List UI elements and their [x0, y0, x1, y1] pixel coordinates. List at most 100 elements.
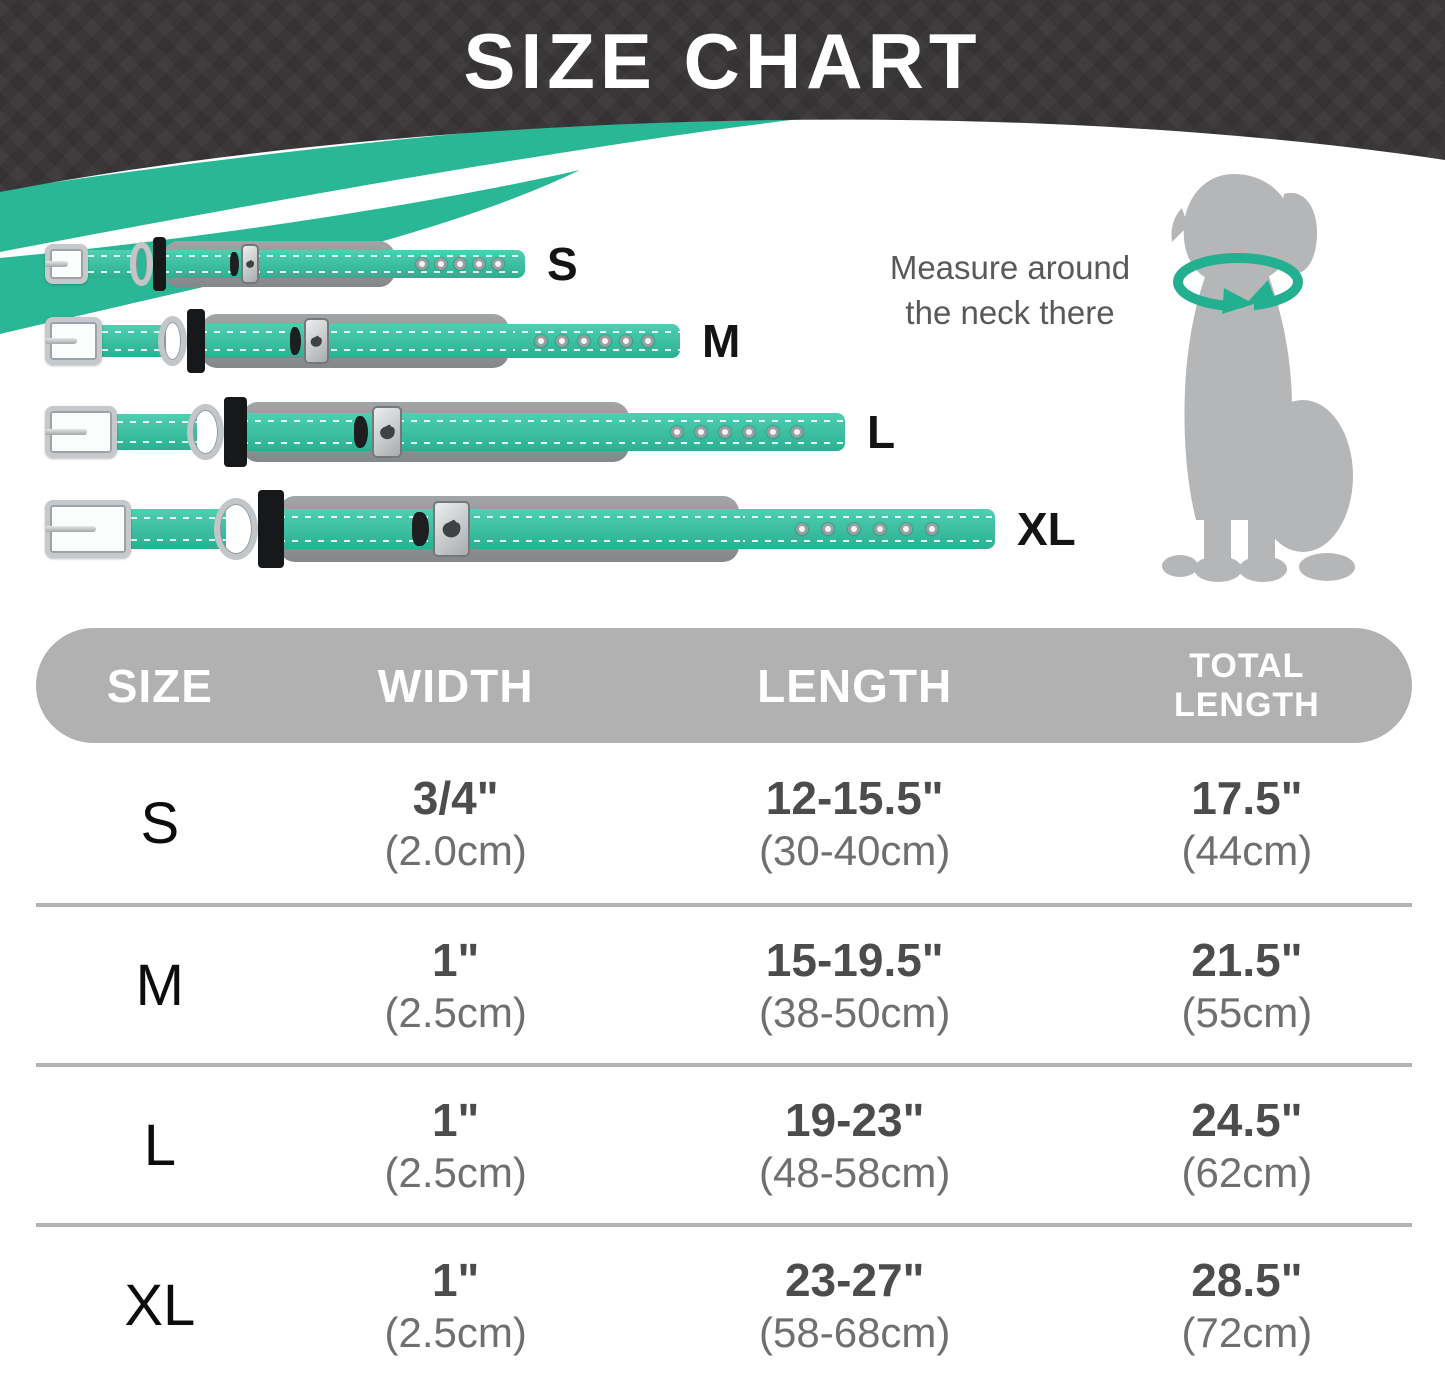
collar-visual-row-m: M [45, 309, 741, 373]
keeper-band [224, 396, 247, 468]
cell-width: 1" (2.5cm) [384, 1254, 527, 1356]
logo-plate-icon [240, 244, 260, 284]
cell-length: 15-19.5" (38-50cm) [759, 934, 951, 1036]
d-ring-icon [187, 403, 225, 461]
eyelet-icon [435, 257, 448, 270]
eyelet-icon [790, 426, 803, 438]
eyelet-icon [847, 523, 860, 535]
eyelet-icon [766, 426, 779, 438]
eyelet-icon [925, 523, 938, 535]
eyelet-icon [454, 257, 467, 270]
cell-length: 19-23" (48-58cm) [759, 1094, 951, 1196]
table-header-row: SIZE WIDTH LENGTH TOTAL LENGTH [36, 628, 1412, 743]
eyelet-icon [742, 426, 755, 438]
buckle-icon [45, 317, 103, 365]
column-header-length: LENGTH [757, 659, 953, 712]
table-row-xl: XL 1" (2.5cm) 23-27" (58-68cm) 28.5" (72… [36, 1223, 1412, 1383]
eyelet-icon [556, 335, 569, 347]
eyelet-icon [415, 257, 428, 270]
buckle-icon [45, 405, 117, 459]
d-ring-icon [214, 497, 258, 561]
adjustment-strap [395, 249, 525, 279]
size-table: SIZE WIDTH LENGTH TOTAL LENGTH S 3/4" (2… [36, 628, 1412, 1383]
collar-padding [201, 314, 513, 368]
collar-size-label: S [547, 238, 578, 290]
eyelet-icon [598, 335, 611, 347]
logo-plate-icon [304, 317, 329, 365]
logo-plate-icon [371, 406, 403, 458]
collar-image-s [45, 236, 525, 292]
collar-padding [278, 496, 743, 562]
eyelet-icon [641, 335, 654, 347]
cell-total-length: 24.5" (62cm) [1181, 1094, 1313, 1196]
collar-padding [241, 402, 633, 462]
eyelet-icon [577, 335, 590, 347]
eyelet-icon [534, 335, 547, 347]
adjustment-strap [508, 324, 680, 358]
cell-total-length: 17.5" (44cm) [1181, 772, 1313, 874]
eyelet-icon [671, 426, 684, 438]
cell-size: L [143, 1112, 176, 1178]
cell-width: 1" (2.5cm) [384, 934, 527, 1036]
column-header-width: WIDTH [377, 659, 534, 712]
d-ring-icon [130, 242, 153, 286]
adjustment-strap [629, 413, 845, 451]
collar-strap [130, 509, 226, 549]
collar-strap [88, 250, 137, 278]
table-row-l: L 1" (2.5cm) 19-23" (48-58cm) 24.5" (62c… [36, 1063, 1412, 1223]
cell-total-length: 28.5" (72cm) [1181, 1254, 1313, 1356]
collar-visual-row-xl: XL [45, 490, 1076, 568]
cell-width: 3/4" (2.0cm) [384, 772, 527, 874]
measure-instruction-line2: the neck there [905, 293, 1115, 331]
column-header-size: SIZE [106, 659, 213, 712]
clip-tab [290, 326, 302, 356]
collar-size-label: XL [1017, 503, 1076, 555]
eyelet-icon [795, 523, 808, 535]
table-row-s: S 3/4" (2.0cm) 12-15.5" (30-40cm) 17.5" … [36, 743, 1412, 903]
d-ring-icon [158, 315, 188, 367]
clip-tab [412, 511, 429, 547]
logo-plate-icon [432, 500, 470, 558]
eyelet-icon [821, 523, 834, 535]
cell-width: 1" (2.5cm) [384, 1094, 527, 1196]
buckle-icon [45, 243, 89, 285]
cell-length: 12-15.5" (30-40cm) [759, 772, 951, 874]
clip-tab [230, 252, 239, 276]
collar-size-label: M [702, 315, 741, 367]
collar-size-label: L [867, 406, 896, 458]
collar-image-l [45, 396, 845, 468]
collar-padding [163, 241, 400, 287]
adjustment-strap [738, 508, 995, 550]
header-dark-shape [0, 0, 1445, 192]
cell-size: XL [124, 1272, 196, 1338]
page-title: SIZE CHART [463, 17, 982, 105]
cell-total-length: 21.5" (55cm) [1181, 934, 1313, 1036]
measure-instruction-line1: Measure around [889, 249, 1131, 286]
keeper-band [152, 236, 166, 292]
keeper-band [187, 309, 205, 373]
cell-length: 23-27" (58-68cm) [759, 1254, 951, 1356]
eyelet-icon [899, 523, 912, 535]
collar-strap [117, 414, 197, 450]
column-header-total-length: TOTAL LENGTH [1173, 647, 1320, 724]
collar-visual-row-l: L [45, 396, 896, 468]
dog-silhouette [1162, 174, 1355, 582]
eyelet-icon [719, 426, 732, 438]
eyelet-icon [873, 523, 886, 535]
neck-measure-arrow [1173, 253, 1303, 314]
clip-tab [354, 416, 369, 448]
keeper-band [257, 490, 285, 568]
eyelet-icon [473, 257, 486, 270]
table-row-m: M 1" (2.5cm) 15-19.5" (38-50cm) 21.5" (5… [36, 903, 1412, 1063]
collar-visual-row-s: S [45, 236, 578, 292]
eyelet-icon [695, 426, 708, 438]
collar-image-m [45, 309, 680, 373]
collar-strap [102, 324, 166, 358]
collar-image-xl [45, 490, 995, 568]
measure-instruction: Measure around the neck there [845, 246, 1175, 335]
teal-swoosh-upper [0, 109, 880, 252]
buckle-icon [45, 499, 131, 559]
eyelet-icon [492, 257, 505, 270]
cell-size: M [135, 952, 184, 1018]
